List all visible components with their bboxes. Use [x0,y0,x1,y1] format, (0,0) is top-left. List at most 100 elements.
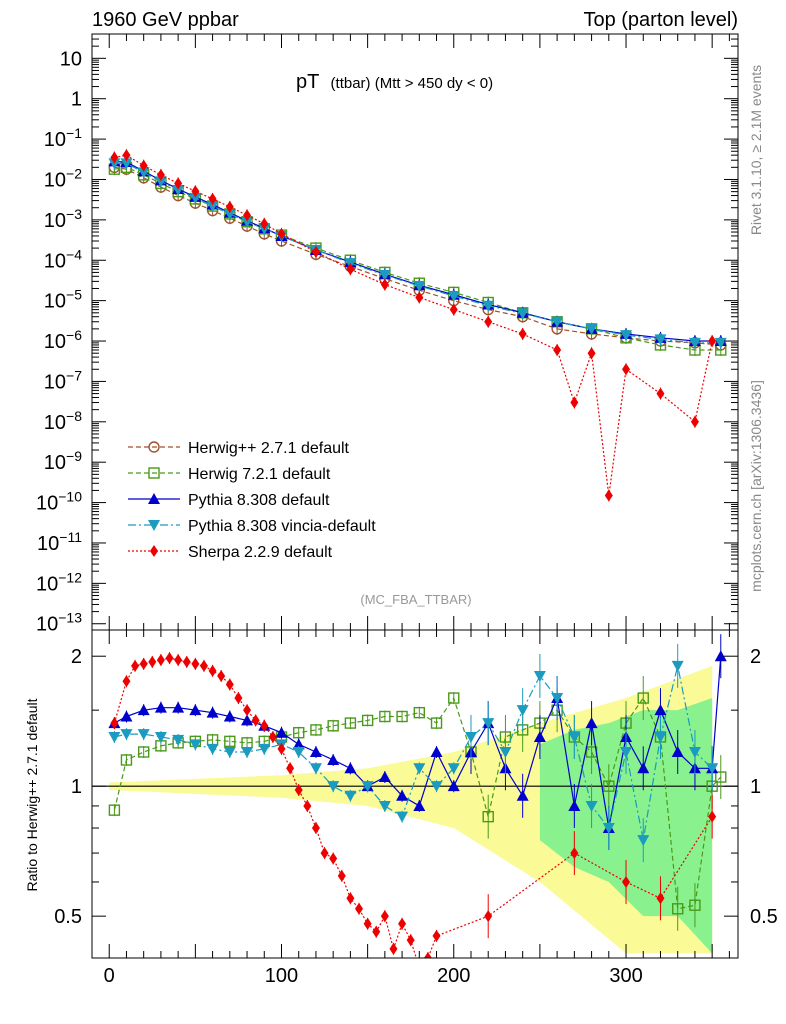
ratio-point-sherpa-2-2-9-default [398,917,407,930]
main-point-sherpa-2-2-9-default [277,227,286,240]
ratio-series-pythia-8-308-vincia-default [108,643,719,863]
ratio-point-sherpa-2-2-9-default [320,847,329,860]
ratio-point-pythia-8-308-vincia-default [671,660,684,672]
ratio-point-sherpa-2-2-9-default [165,652,174,665]
mcplots-source-label: mcplots.cern.ch [arXiv:1306.3436] [748,380,764,592]
process-label: Top (parton level) [583,9,738,31]
ratio-point-pythia-8-308-default [516,789,529,801]
ratio-point-sherpa-2-2-9-default [389,942,398,955]
legend-label: Pythia 8.308 default [188,492,330,509]
main-point-sherpa-2-2-9-default [208,192,217,205]
main-line-herwig-7-2-1-default [114,166,721,351]
legend-marker [148,520,160,531]
ratio-point-sherpa-2-2-9-default [110,717,119,730]
ratio-point-sherpa-2-2-9-default [225,678,234,691]
ratio-point-sherpa-2-2-9-default [251,714,260,727]
ratio-point-pythia-8-308-default [223,710,236,722]
ratio-point-pythia-8-308-vincia-default [447,763,460,775]
ratio-point-pythia-8-308-vincia-default [585,800,598,812]
ratio-point-pythia-8-308-default [241,714,254,726]
ratio-point-pythia-8-308-default [206,706,219,718]
main-point-pythia-8-308-vincia-default [620,330,633,342]
main-line-sherpa-2-2-9-default [114,154,713,496]
ratio-point-pythia-8-308-vincia-default [620,746,633,758]
legend-entry: Pythia 8.308 vincia-default [128,518,376,535]
main-point-pythia-8-308-vincia-default [172,184,185,196]
ratio-point-pythia-8-308-default [275,726,288,738]
ratio-point-sherpa-2-2-9-default [329,852,338,865]
main-y-tick-label: 10−13 [36,610,82,636]
legend-entry: Sherpa 2.2.9 default [128,544,333,561]
ratio-point-herwig-7-2-1-default [120,754,133,766]
ratio-point-pythia-8-308-default [637,762,650,774]
ratio-point-sherpa-2-2-9-default [311,822,320,835]
ratio-point-sherpa-2-2-9-default [268,730,277,743]
ratio-point-pythia-8-308-vincia-default [258,743,271,755]
legend-label: Herwig 7.2.1 default [188,466,331,483]
ratio-point-sherpa-2-2-9-default [656,892,665,905]
main-series-pythia-8-308-vincia-default [108,157,727,349]
legend-marker [148,467,160,479]
ratio-point-sherpa-2-2-9-default [380,910,389,923]
ratio-point-pythia-8-308-default [714,650,727,662]
main-y-tick-label: 10−7 [44,367,82,393]
ratio-point-pythia-8-308-default [154,701,167,713]
main-point-sherpa-2-2-9-default [656,387,665,400]
analysis-tag: (MC_FBA_TTBAR) [360,592,471,607]
ratio-point-pythia-8-308-default [568,799,581,811]
legend-label: Herwig++ 2.7.1 default [188,440,350,457]
ratio-point-pythia-8-308-vincia-default [533,670,546,682]
ratio-point-pythia-8-308-default [172,701,185,713]
legend-entry: Herwig 7.2.1 default [128,466,331,483]
main-point-pythia-8-308-vincia-default [189,192,202,204]
main-point-pythia-8-308-vincia-default [482,300,495,312]
legend-marker [150,545,158,557]
main-y-tick-label: 10−4 [44,246,82,272]
ratio-point-pythia-8-308-vincia-default [499,746,512,758]
ratio-point-pythia-8-308-default [447,780,460,792]
main-y-tick-label: 1 [71,89,82,111]
ratio-point-sherpa-2-2-9-default [122,675,131,688]
main-point-pythia-8-308-vincia-default [154,176,167,188]
ratio-point-pythia-8-308-vincia-default [344,790,357,802]
ratio-point-sherpa-2-2-9-default [182,655,191,668]
ratio-point-pythia-8-308-vincia-default [551,693,564,705]
ratio-point-pythia-8-308-default [309,745,322,757]
ratio-point-sherpa-2-2-9-default [148,655,157,668]
ratio-point-herwig-7-2-1-default [293,727,305,739]
main-point-sherpa-2-2-9-default [518,327,527,340]
main-point-sherpa-2-2-9-default [156,168,165,181]
ratio-point-pythia-8-308-default [378,771,391,783]
ratio-y-tick-label-right: 0.5 [750,906,778,928]
ratio-point-sherpa-2-2-9-default [406,934,415,947]
main-point-pythia-8-308-vincia-default [413,281,426,293]
main-y-tick-label: 10−8 [44,408,82,434]
main-point-sherpa-2-2-9-default [622,363,631,376]
legend-marker [148,493,160,504]
ratio-point-sherpa-2-2-9-default [217,669,226,682]
main-line-herwig-2-7-1-default [114,166,721,346]
main-y-tick-label: 10−10 [36,489,82,515]
ratio-point-sherpa-2-2-9-default [372,925,381,938]
ratio-point-pythia-8-308-vincia-default [137,729,150,741]
ratio-point-sherpa-2-2-9-default [363,917,372,930]
x-tick-label: 0 [104,965,115,987]
ratio-point-pythia-8-308-vincia-default [206,743,219,755]
main-point-sherpa-2-2-9-default [415,291,424,304]
main-point-pythia-8-308-vincia-default [206,201,219,213]
main-series-pythia-8-308-default [108,155,727,348]
main-point-pythia-8-308-vincia-default [516,308,529,320]
ratio-y-tick-label: 2 [71,646,82,668]
main-y-tick-label: 10 [60,48,82,70]
main-point-sherpa-2-2-9-default [122,149,131,162]
ratio-point-pythia-8-308-vincia-default [172,734,185,746]
ratio-point-pythia-8-308-vincia-default [568,731,581,743]
legend-marker [148,441,160,453]
ratio-point-pythia-8-308-vincia-default [189,739,202,751]
ratio-point-pythia-8-308-default [189,704,202,716]
x-tick-label: 100 [265,965,298,987]
ratio-point-sherpa-2-2-9-default [199,659,208,672]
main-y-tick-label: 10−6 [44,327,82,353]
ratio-frame [91,629,739,959]
main-point-sherpa-2-2-9-default [708,335,717,348]
